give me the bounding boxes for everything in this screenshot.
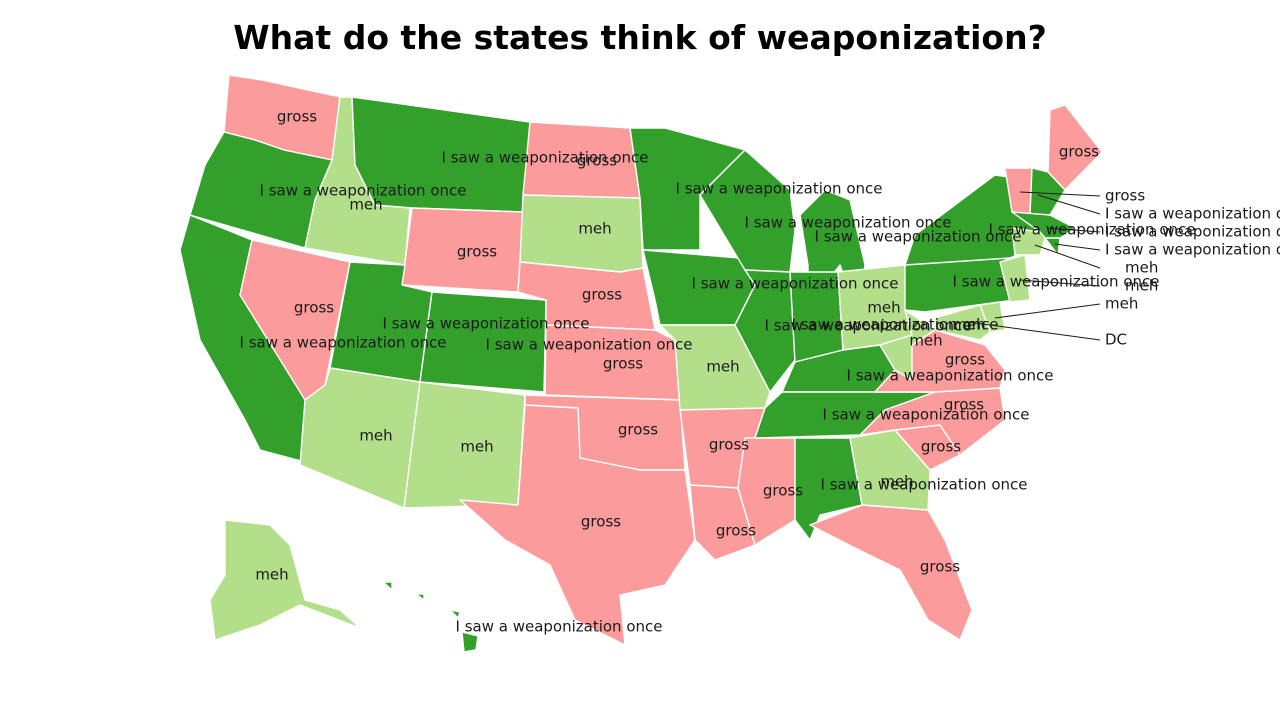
state-label-de: meh [1105, 295, 1138, 313]
state-tx [459, 404, 696, 646]
state-label-ky: I saw a weaponization once [847, 367, 1054, 385]
states-layer [179, 74, 1103, 653]
state-label-mo: meh [706, 358, 739, 376]
state-label-ne: gross [582, 286, 622, 304]
leader-line-ct [1034, 244, 1101, 269]
leader-line-nh [1037, 194, 1101, 215]
state-label-nc: gross [944, 396, 984, 414]
state-label-la: gross [716, 522, 756, 540]
state-label-sd: meh [578, 220, 611, 238]
state-label-fl: gross [920, 558, 960, 576]
leader-line-dc [967, 321, 1101, 341]
state-label-tx: gross [581, 513, 621, 531]
state-label-id: meh [349, 196, 382, 214]
state-label-wi: I saw a weaponization once [745, 214, 952, 232]
state-label-wa: gross [277, 108, 317, 126]
state-label-in: I saw a weaponization once [792, 316, 999, 334]
state-label-ok: gross [618, 421, 658, 439]
state-hi-part-2 [449, 609, 461, 619]
state-label-sc: gross [921, 438, 961, 456]
map-title: What do the states think of weaponizatio… [233, 18, 1047, 57]
leader-lines [967, 191, 1101, 341]
state-label-nh: I saw a weaponization once [1105, 205, 1280, 223]
state-label-ar: gross [709, 436, 749, 454]
state-label-ct: meh [1125, 259, 1158, 277]
state-label-ri: I saw a weaponization once [1105, 241, 1280, 259]
state-fl [809, 504, 973, 641]
state-label-az: meh [359, 427, 392, 445]
state-label-mn: I saw a weaponization once [676, 180, 883, 198]
state-la [689, 484, 756, 561]
state-label-pa: I saw a weaponization once [953, 273, 1160, 291]
state-md [934, 304, 991, 341]
state-label-nj: meh [1125, 277, 1158, 295]
state-hi-part-0 [382, 581, 393, 591]
state-me [1047, 104, 1103, 191]
state-label-mt: I saw a weaponization once [442, 149, 649, 167]
state-label-ut: I saw a weaponization once [383, 315, 590, 333]
state-ak [209, 519, 361, 641]
state-label-ms: gross [763, 482, 803, 500]
state-label-mi: I saw a weaponization once [815, 228, 1022, 246]
leader-line-vt [1019, 191, 1101, 197]
state-mn [629, 127, 746, 251]
state-label-vt: gross [1105, 187, 1145, 205]
state-label-nm: meh [460, 438, 493, 456]
state-label-al: I saw a weaponization once [821, 476, 1028, 494]
state-label-nv: gross [294, 299, 334, 317]
state-label-dc: DC [1105, 331, 1127, 349]
state-label-ca: I saw a weaponization once [240, 334, 447, 352]
leader-line-ma [1047, 227, 1101, 233]
state-label-nd: gross [577, 152, 617, 170]
state-ma [1011, 211, 1076, 246]
state-label-tn: I saw a weaponization once [823, 406, 1030, 424]
leader-line-nj [1019, 279, 1101, 287]
state-hi-part-1 [415, 593, 425, 601]
state-label-hi: I saw a weaponization once [456, 618, 663, 636]
state-label-ia: I saw a weaponization once [692, 275, 899, 293]
state-label-co: I saw a weaponization once [486, 336, 693, 354]
state-label-wv: meh [909, 332, 942, 350]
state-label-il: I saw a weaponization once [765, 317, 972, 335]
state-co [419, 291, 547, 393]
leader-line-ri [1054, 243, 1101, 251]
state-ct [1011, 227, 1046, 256]
state-label-wy: gross [457, 243, 497, 261]
state-nc [859, 387, 1006, 456]
state-label-me: gross [1059, 143, 1099, 161]
state-nj [999, 254, 1031, 303]
leader-line-de [994, 303, 1101, 319]
state-hi-part-3 [461, 631, 479, 653]
state-label-md: meh [952, 316, 985, 334]
state-nh [1029, 167, 1066, 216]
state-label-va: gross [945, 351, 985, 369]
state-label-or: I saw a weaponization once [260, 182, 467, 200]
state-label-oh: meh [867, 299, 900, 317]
state-label-ak: meh [255, 566, 288, 584]
state-label-ks: gross [603, 355, 643, 373]
state-ri [1044, 237, 1061, 256]
state-wv [879, 309, 936, 381]
state-label-ga: meh [880, 473, 913, 491]
state-label-ma: I saw a weaponization once [1105, 223, 1280, 241]
state-label-ny: I saw a weaponization once [989, 221, 1196, 239]
